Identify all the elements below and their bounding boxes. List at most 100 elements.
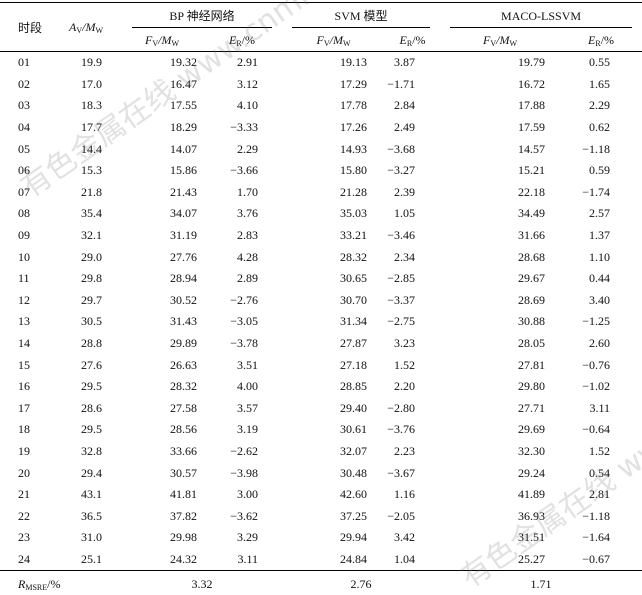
- cell: 2.20: [394, 379, 416, 394]
- cell: −3.37: [387, 292, 416, 307]
- cell: 07: [18, 184, 30, 199]
- column-header: ER/%: [202, 29, 283, 52]
- cell: −1.71: [387, 76, 416, 91]
- cell: 29.8: [81, 271, 102, 286]
- cell: −0.67: [582, 551, 611, 566]
- header-cell: 时段: [0, 2, 50, 52]
- symbol: F: [483, 32, 491, 47]
- cell: 16.72: [518, 76, 546, 91]
- cell: 27.18: [340, 357, 368, 372]
- subscript: V: [323, 38, 330, 48]
- cell: 14.93: [340, 141, 368, 156]
- footer-row: RMSRE/% 3.32 2.76 1.71: [0, 570, 642, 595]
- cell: 24: [18, 551, 30, 566]
- cell: 29.4: [81, 465, 102, 480]
- cell: −3.46: [387, 228, 416, 243]
- cell: 0.54: [589, 465, 611, 480]
- cell: 3.51: [237, 357, 259, 372]
- data-row: 20 29.4 30.57 −3.98 30.48 −3.67 29.24 0.54: [0, 462, 642, 484]
- cell: 14.57: [518, 141, 546, 156]
- group-header: BP 神经网络: [132, 5, 273, 28]
- cell: 2.29: [237, 141, 259, 156]
- subscript: W: [171, 38, 180, 48]
- data-row: 21 43.1 41.81 3.00 42.60 1.16 41.89 2.81: [0, 484, 642, 506]
- cell: 09: [18, 228, 30, 243]
- cell: 41.89: [518, 487, 546, 502]
- data-row: 10 29.0 27.76 4.28 28.32 2.34 28.68 1.10: [0, 246, 642, 268]
- cell: 22.18: [518, 184, 546, 199]
- cell: −3.78: [230, 336, 259, 351]
- cell: 27.87: [340, 336, 368, 351]
- cell: 14.4: [81, 141, 102, 156]
- data-row: 09 32.1 31.19 2.83 33.21 −3.46 31.66 1.37: [0, 225, 642, 247]
- cell: 18.29: [170, 120, 197, 135]
- cell: 27.6: [81, 357, 102, 372]
- cell: 32.30: [518, 443, 546, 458]
- cell: 19.9: [81, 55, 102, 70]
- cell: 35.03: [340, 206, 368, 221]
- subscript: R: [406, 38, 413, 48]
- data-row: 07 21.8 21.43 1.70 21.28 2.39 22.18 −1.74: [0, 182, 642, 204]
- subscript: W: [95, 25, 104, 35]
- cell: 18: [18, 422, 30, 437]
- cell: 29.5: [81, 422, 102, 437]
- cell: 3.11: [589, 400, 611, 415]
- cell: 15.86: [170, 163, 197, 178]
- cell: 17.55: [170, 98, 197, 113]
- cell: 28.05: [518, 336, 546, 351]
- cell: 29.69: [518, 422, 546, 437]
- data-row: 16 29.5 28.32 4.00 28.85 2.20 29.80 −1.02: [0, 376, 642, 398]
- cell: −0.76: [582, 357, 611, 372]
- cell: 15: [18, 357, 30, 372]
- cell: 06: [18, 163, 30, 178]
- cell: 29.94: [340, 530, 368, 545]
- cell: 2.23: [394, 443, 416, 458]
- cell: 0.59: [589, 163, 611, 178]
- cell: 2.49: [394, 120, 416, 135]
- cell: 1.70: [237, 184, 259, 199]
- cell: 4.00: [237, 379, 259, 394]
- cell: −2.05: [387, 508, 416, 523]
- cell: 28.85: [340, 379, 368, 394]
- cell: 2.84: [394, 98, 416, 113]
- cell: 0.62: [589, 120, 611, 135]
- cell: 15.80: [340, 163, 368, 178]
- subscript: V: [490, 38, 497, 48]
- cell: 17.26: [340, 120, 368, 135]
- cell: 33.66: [170, 443, 197, 458]
- symbol: F: [144, 32, 153, 47]
- cell: 34.49: [518, 206, 546, 221]
- cell: 29.0: [81, 249, 102, 264]
- data-row: 24 25.1 24.32 3.11 24.84 1.04 25.27 −0.67: [0, 549, 642, 571]
- cell: 31.34: [340, 314, 368, 329]
- subscript: MSRE: [25, 582, 48, 592]
- data-row: 04 17.7 18.29 −3.33 17.26 2.49 17.59 0.62: [0, 117, 642, 139]
- cell: 31.66: [518, 228, 546, 243]
- column-header: ER/%: [560, 29, 642, 52]
- symbol: /M: [329, 32, 343, 47]
- cell: 4.28: [237, 249, 259, 264]
- header-row: 时段 AV/MW BP 神经网络 SVM 模型 MACO-LSSVM: [0, 2, 642, 52]
- cell: 29.98: [170, 530, 197, 545]
- cell: 2.39: [394, 184, 416, 199]
- cell: −0.64: [582, 422, 611, 437]
- cell: −3.05: [230, 314, 259, 329]
- cell: 3.57: [237, 400, 259, 415]
- cell: 32.8: [81, 443, 102, 458]
- cell: 30.65: [340, 271, 368, 286]
- symbol: E: [399, 32, 407, 47]
- cell: 37.25: [340, 508, 368, 523]
- cell: 32.07: [340, 443, 368, 458]
- cell: 17.59: [518, 120, 546, 135]
- cell: −1.02: [582, 379, 611, 394]
- column-header: FV/MW: [122, 29, 202, 52]
- cell: 10: [18, 249, 30, 264]
- data-row: 19 32.8 33.66 −2.62 32.07 2.23 32.30 1.52: [0, 441, 642, 463]
- cell: −1.18: [582, 141, 611, 156]
- group-header: MACO-LSSVM: [450, 5, 633, 28]
- cell: 21.8: [81, 184, 102, 199]
- cell: 28.32: [170, 379, 197, 394]
- cell: 2.91: [237, 55, 259, 70]
- subscript: W: [509, 38, 518, 48]
